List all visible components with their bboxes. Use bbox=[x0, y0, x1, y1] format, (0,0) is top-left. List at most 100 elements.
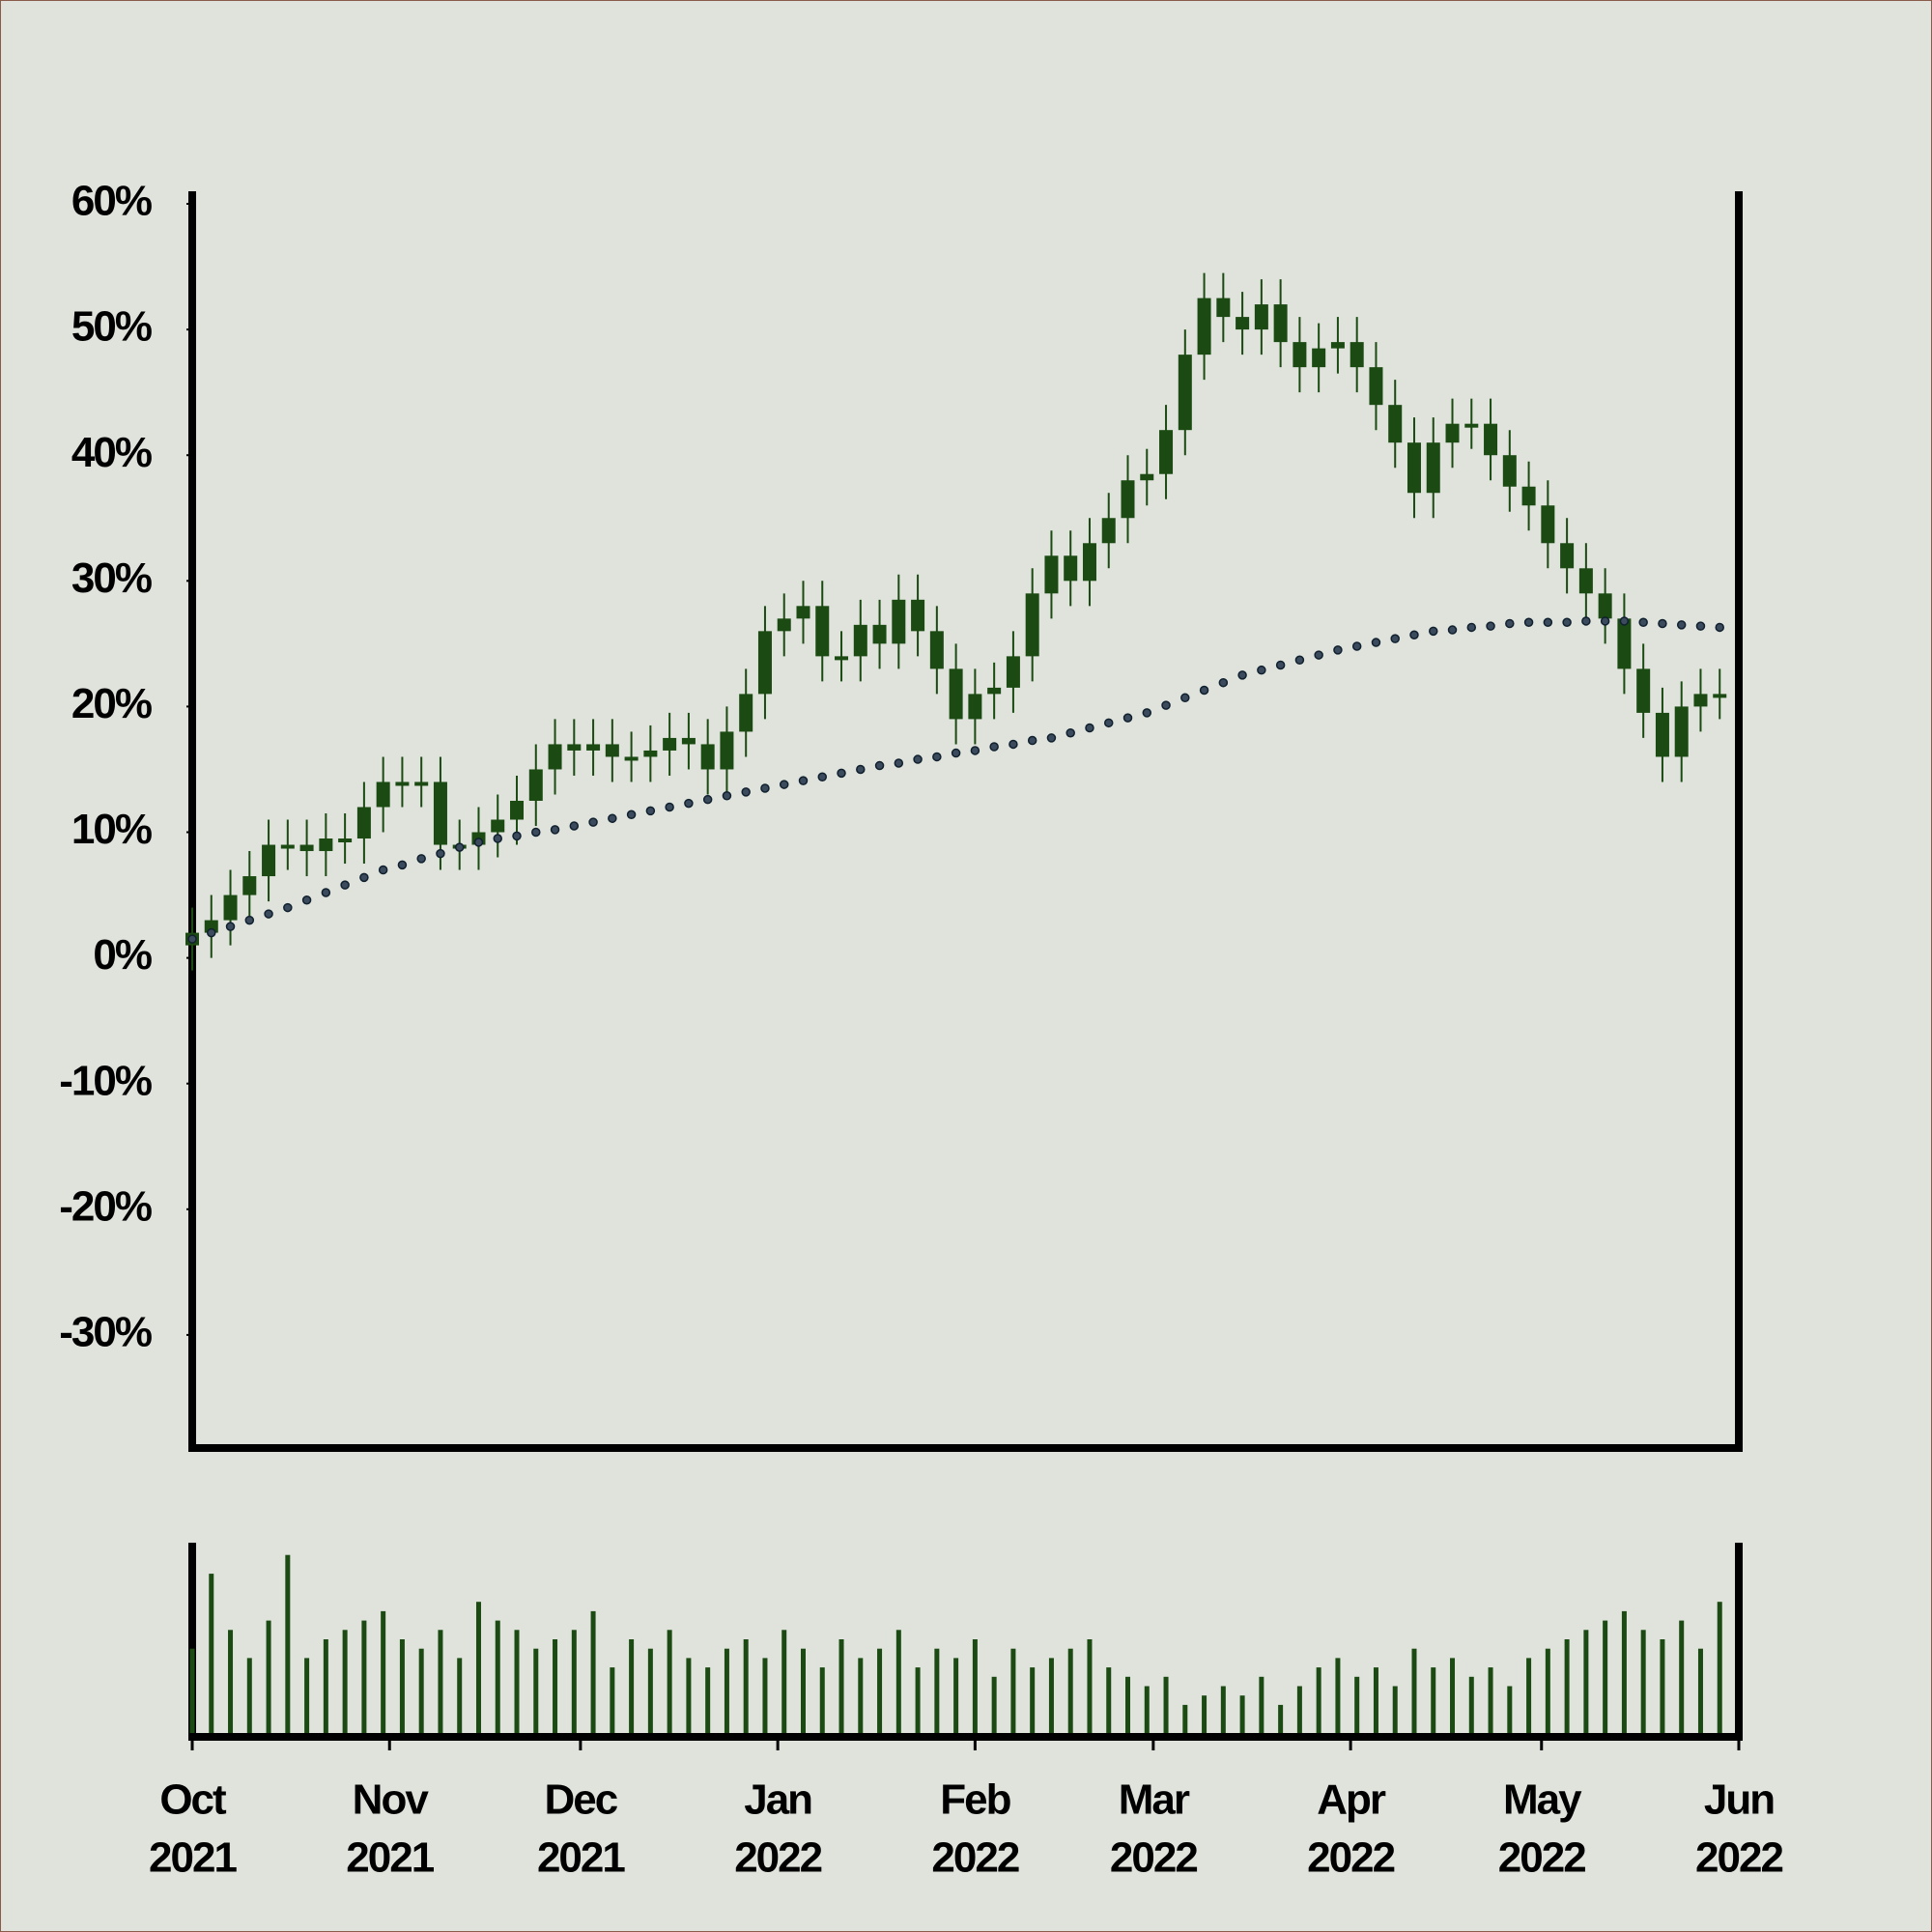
moving-average-dot bbox=[340, 880, 350, 890]
volume-bar bbox=[1202, 1695, 1208, 1733]
candle-body bbox=[1445, 423, 1460, 443]
volume-bar bbox=[858, 1658, 864, 1733]
candle-body bbox=[1598, 593, 1612, 619]
candle-body bbox=[1293, 342, 1307, 368]
candle-body bbox=[1502, 455, 1517, 487]
moving-average-dot bbox=[436, 848, 445, 859]
y-tick-label: -10% bbox=[59, 1057, 152, 1104]
volume-bar bbox=[1163, 1676, 1169, 1733]
moving-average-dot bbox=[1486, 621, 1495, 631]
moving-average-dot bbox=[608, 813, 617, 823]
candle-body bbox=[586, 744, 601, 751]
moving-average-dot bbox=[894, 758, 904, 768]
volume-bar bbox=[1411, 1648, 1417, 1733]
x-tick-label: 2022 bbox=[1695, 1834, 1782, 1882]
candle-body bbox=[1025, 593, 1039, 657]
moving-average-dot bbox=[798, 776, 809, 785]
candle-body bbox=[1350, 342, 1364, 368]
volume-bar bbox=[1030, 1667, 1036, 1733]
y-tick-label: 40% bbox=[71, 429, 152, 476]
moving-average-dot bbox=[1600, 616, 1610, 626]
moving-average-dot bbox=[951, 748, 961, 758]
candle-body bbox=[815, 606, 830, 657]
moving-average-dot bbox=[588, 817, 598, 827]
candle-body bbox=[853, 624, 867, 657]
moving-average-dot bbox=[1658, 618, 1667, 629]
candle-body bbox=[1236, 317, 1250, 330]
moving-average-dot bbox=[531, 827, 541, 838]
volume-bar bbox=[915, 1667, 921, 1733]
candle-body bbox=[1330, 342, 1345, 349]
candle-body bbox=[338, 838, 353, 843]
candle-body bbox=[739, 694, 753, 732]
volume-bar bbox=[1087, 1639, 1093, 1733]
candle-body bbox=[777, 618, 791, 632]
volume-bar bbox=[533, 1648, 539, 1733]
candle-body bbox=[700, 744, 715, 770]
volume-bar bbox=[1316, 1667, 1321, 1733]
candle-body bbox=[663, 737, 677, 751]
volume-bar bbox=[667, 1630, 672, 1733]
volume-bar bbox=[1373, 1667, 1378, 1733]
moving-average-dot bbox=[1085, 723, 1094, 733]
moving-average-dot bbox=[283, 902, 293, 913]
candle-body bbox=[1064, 555, 1078, 582]
volume-bar bbox=[571, 1630, 577, 1733]
moving-average-dot bbox=[1581, 616, 1591, 626]
moving-average-dot bbox=[702, 794, 713, 805]
volume-bar bbox=[475, 1602, 481, 1733]
moving-average-dot bbox=[1523, 617, 1534, 627]
moving-average-dot bbox=[397, 860, 408, 870]
candle-body bbox=[872, 624, 887, 644]
y-tick-label: -30% bbox=[59, 1309, 152, 1356]
moving-average-dot bbox=[1447, 625, 1458, 635]
moving-average-dot bbox=[970, 746, 980, 755]
volume-bar bbox=[418, 1648, 424, 1733]
moving-average-dot bbox=[1009, 739, 1018, 750]
moving-average-dot bbox=[626, 810, 637, 820]
candle-body bbox=[491, 819, 505, 833]
volume-bar bbox=[361, 1620, 367, 1733]
moving-average-dot bbox=[665, 802, 674, 812]
volume-bar bbox=[743, 1639, 749, 1733]
candle-body bbox=[835, 656, 849, 661]
candle-body bbox=[1159, 430, 1174, 474]
moving-average-dot bbox=[1180, 693, 1190, 703]
moving-average-dot bbox=[741, 787, 751, 797]
candle-body bbox=[299, 844, 314, 852]
candle-body bbox=[911, 599, 925, 632]
volume-bar bbox=[877, 1648, 883, 1733]
moving-average-dot bbox=[321, 888, 331, 897]
volume-bar bbox=[1640, 1630, 1646, 1733]
moving-average-dot bbox=[1390, 634, 1400, 643]
volume-bar bbox=[1697, 1648, 1703, 1733]
candle-body bbox=[1713, 694, 1727, 698]
moving-average-dot bbox=[1065, 727, 1075, 738]
moving-average-dot bbox=[1429, 626, 1438, 637]
volume-bar bbox=[972, 1639, 978, 1733]
volume-bar bbox=[895, 1630, 901, 1733]
candle-body bbox=[929, 631, 944, 669]
volume-bar bbox=[1717, 1602, 1722, 1733]
volume-bar bbox=[381, 1610, 386, 1733]
moving-average-dot bbox=[1543, 617, 1553, 627]
candle-body bbox=[1674, 706, 1689, 757]
volume-bar bbox=[1583, 1630, 1589, 1733]
moving-average-dot bbox=[1619, 616, 1630, 626]
candle-body bbox=[548, 744, 562, 770]
volume-bar bbox=[1106, 1667, 1112, 1733]
x-tick-label: 2021 bbox=[537, 1834, 625, 1882]
volume-bar bbox=[399, 1639, 405, 1733]
moving-average-dot bbox=[817, 772, 828, 782]
volume-bar bbox=[457, 1658, 463, 1733]
volume-bar bbox=[342, 1630, 348, 1733]
volume-bar bbox=[934, 1648, 940, 1733]
volume-bar bbox=[1431, 1667, 1436, 1733]
candle-body bbox=[204, 920, 218, 933]
volume-bar bbox=[246, 1658, 252, 1733]
moving-average-dot bbox=[1275, 660, 1286, 670]
candle-body bbox=[1216, 298, 1231, 318]
volume-bar bbox=[610, 1667, 615, 1733]
volume-bar bbox=[1468, 1676, 1474, 1733]
moving-average-dot bbox=[187, 934, 197, 944]
